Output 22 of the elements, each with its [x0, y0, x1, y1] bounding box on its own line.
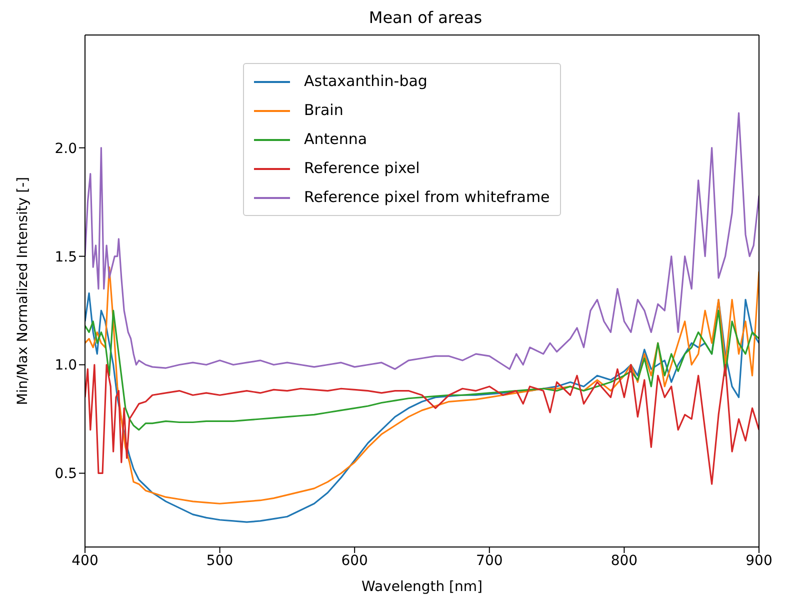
line-series [85, 310, 759, 431]
x-tick-label: 900 [746, 552, 772, 569]
y-tick-label: 1.0 [54, 358, 77, 374]
x-tick-label: 700 [476, 552, 503, 569]
y-tick-label: 0.5 [54, 466, 77, 482]
legend-label: Astaxanthin-bag [304, 71, 428, 92]
x-tick-label: 400 [72, 552, 98, 569]
x-tick-label: 600 [341, 552, 368, 569]
legend-label: Reference pixel [304, 158, 420, 179]
x-tick-label: 800 [610, 552, 638, 569]
legend-label: Reference pixel from whiteframe [304, 187, 550, 208]
line-series [85, 292, 759, 523]
x-axis-title: Wavelength [nm] [362, 579, 482, 595]
legend-label: Antenna [304, 129, 368, 150]
y-axis-title: Min/Max Normalized Intensity [-] [14, 176, 31, 406]
line-series [85, 266, 759, 504]
y-tick-label: 1.5 [54, 249, 77, 266]
legend-label: Brain [304, 100, 344, 121]
x-tick-label: 500 [206, 552, 234, 569]
y-tick-label: 2.0 [54, 140, 77, 157]
line-series [85, 364, 759, 485]
chart-title: Mean of areas [368, 8, 484, 29]
